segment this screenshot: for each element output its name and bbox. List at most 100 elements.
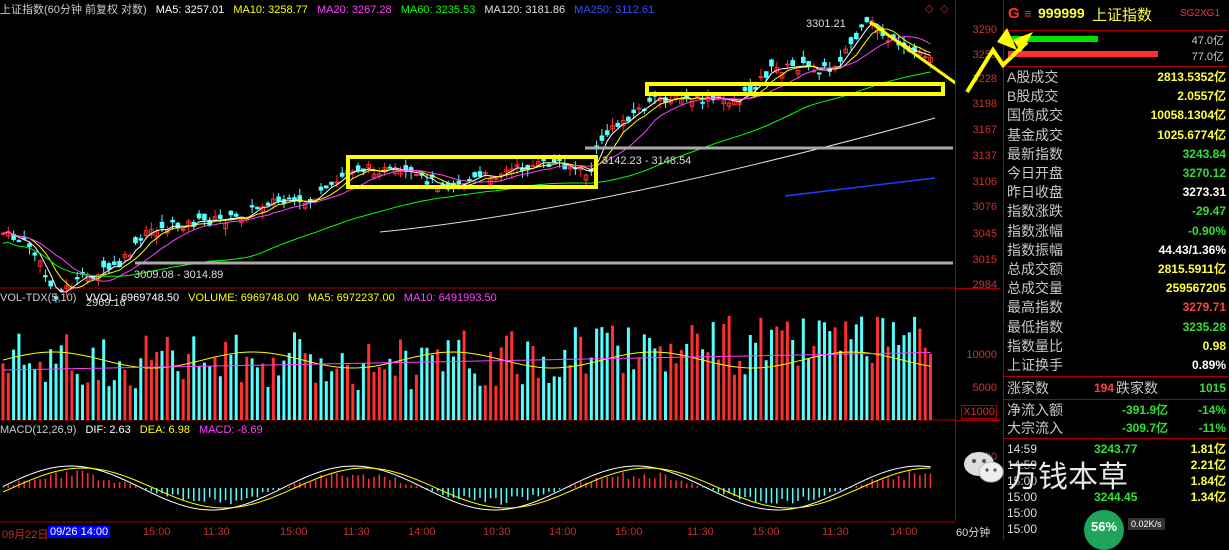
candle-body	[16, 240, 22, 243]
candle-body	[292, 197, 297, 201]
divider	[1004, 30, 1228, 31]
candle-body	[848, 37, 854, 45]
candle-body	[32, 252, 38, 256]
watermark-text: 万钱本草	[1008, 460, 1128, 495]
inflow-bar	[1008, 36, 1098, 42]
candle-body	[271, 198, 276, 206]
volume-header: VOL-TDX(5,10) VVOL: 6969748.50 VOLUME: 6…	[0, 291, 503, 305]
vvol-label: VVOL: 6969748.50	[85, 292, 180, 304]
tick-volume: 2.21亿	[1190, 458, 1226, 472]
ma250-label: MA250: 3112.61	[574, 4, 655, 16]
quote-row: 最新指数 3243.84	[1004, 145, 1228, 163]
time-tick: 15:00	[280, 526, 308, 538]
candle-body	[371, 173, 377, 179]
dea-label: DEA: 6.98	[139, 424, 190, 436]
quote-panel: G ≡ 999999 上证指数 SG2XG1 47.0亿 77.0亿 A股成交 2…	[1003, 0, 1229, 550]
candle-body	[758, 76, 764, 79]
candlestick-chart[interactable]	[0, 0, 955, 540]
candle-body	[801, 56, 806, 63]
price-tick: 3167	[972, 124, 997, 136]
quote-row-value: 3235.28	[1182, 319, 1226, 334]
time-tick: 15:00	[143, 526, 171, 538]
quote-row-value: 44.43/1.36%	[1158, 242, 1226, 257]
dea-line	[2, 467, 931, 509]
candle-body	[260, 206, 265, 213]
candle-body	[483, 172, 488, 175]
tick-time: 14:59	[1007, 458, 1038, 472]
quote-row-value: 2.0557亿	[1177, 89, 1226, 104]
ma250-line	[784, 177, 936, 197]
quote-row-value: 2813.5352亿	[1157, 70, 1226, 84]
formula-tag[interactable]: SG2XG1	[1180, 8, 1221, 19]
group-badge[interactable]: G	[1008, 5, 1020, 22]
diamond-icon[interactable]: ◇	[925, 3, 934, 15]
quote-row-value: 1025.6774亿	[1157, 127, 1226, 142]
candle-body	[318, 186, 324, 191]
candle-body	[133, 237, 138, 244]
divider	[1004, 376, 1228, 377]
chart-area[interactable]: 上证指数(60分钟 前复权 对数) MA5: 3257.01 MA10: 325…	[0, 0, 1000, 540]
tick-time: 14:59	[1007, 442, 1038, 456]
tick-row: 14:59 3243.77 1.81亿	[1004, 441, 1228, 457]
inflow-value: 47.0亿	[1191, 35, 1224, 47]
candle-body	[530, 165, 536, 168]
candle-body	[186, 220, 191, 225]
diamond-icon[interactable]: ◇	[940, 3, 949, 15]
candle-body	[689, 100, 695, 107]
candle-body	[175, 222, 181, 228]
ma60-line	[2, 71, 931, 277]
candle-body	[843, 48, 849, 54]
candle-body	[286, 197, 292, 200]
divider	[1004, 438, 1228, 439]
candle-body	[610, 125, 615, 130]
ma10-label: MA10: 3258.77	[233, 4, 308, 16]
time-tick: 11:30	[203, 526, 230, 538]
stock-name: 上证指数	[1092, 7, 1153, 24]
candle-body	[382, 167, 387, 172]
outflow-bar	[1008, 51, 1158, 57]
speed-gauge[interactable]: 56%	[1084, 510, 1124, 550]
ma20-line	[2, 35, 931, 282]
candle-body	[604, 130, 610, 136]
quote-row-label: 指数振幅	[1007, 241, 1063, 258]
quote-row: 最高指数 3279.71	[1004, 298, 1228, 316]
candle-body	[329, 181, 334, 185]
candle-body	[112, 261, 117, 265]
candle-body	[472, 172, 477, 178]
tick-row: 15:00	[1004, 521, 1228, 537]
quote-row-label: 今日开盘	[1007, 165, 1063, 181]
candle-body	[785, 63, 790, 66]
tick-row: 15:00 3244.45 1.34亿	[1004, 489, 1228, 505]
menu-icon[interactable]: ≡	[1024, 6, 1032, 21]
period-selector[interactable]: 60分钟	[956, 527, 991, 539]
candle-body	[414, 174, 419, 177]
candle-body	[551, 158, 557, 163]
volume-unit[interactable]: X1000	[961, 405, 997, 419]
candle-body	[74, 277, 80, 280]
quote-row-value: 3279.71	[1182, 300, 1226, 315]
candle-body	[742, 86, 748, 92]
range-annotation-2: 3142.23 - 3148.54	[602, 155, 692, 167]
quote-row: A股成交 2813.5352亿	[1004, 68, 1228, 86]
candle-body	[339, 172, 345, 177]
stock-code: 999999	[1038, 5, 1085, 21]
quote-row-value: 3273.31	[1182, 185, 1226, 200]
candle-body	[859, 24, 864, 28]
candle-body	[143, 230, 149, 237]
candle-body	[721, 99, 727, 105]
candle-body	[493, 177, 499, 180]
down-count-label: 跌家数	[1116, 380, 1158, 396]
tick-volume: 1.84亿	[1190, 474, 1226, 488]
highlight-box	[645, 82, 945, 96]
ma5-line	[2, 22, 931, 293]
volume-tick: 5000	[972, 382, 997, 394]
zigzag-arrow	[965, 28, 1033, 94]
volume-ma10-line	[2, 352, 931, 371]
quote-row: 最低指数 3235.28	[1004, 318, 1228, 336]
candle-body	[398, 171, 403, 175]
candle-body	[615, 122, 621, 127]
candle-body	[366, 163, 371, 169]
candle-body	[64, 285, 69, 290]
quote-row-value: 0.98	[1202, 338, 1226, 353]
volume-ma5-label: MA5: 6972237.00	[307, 292, 395, 304]
